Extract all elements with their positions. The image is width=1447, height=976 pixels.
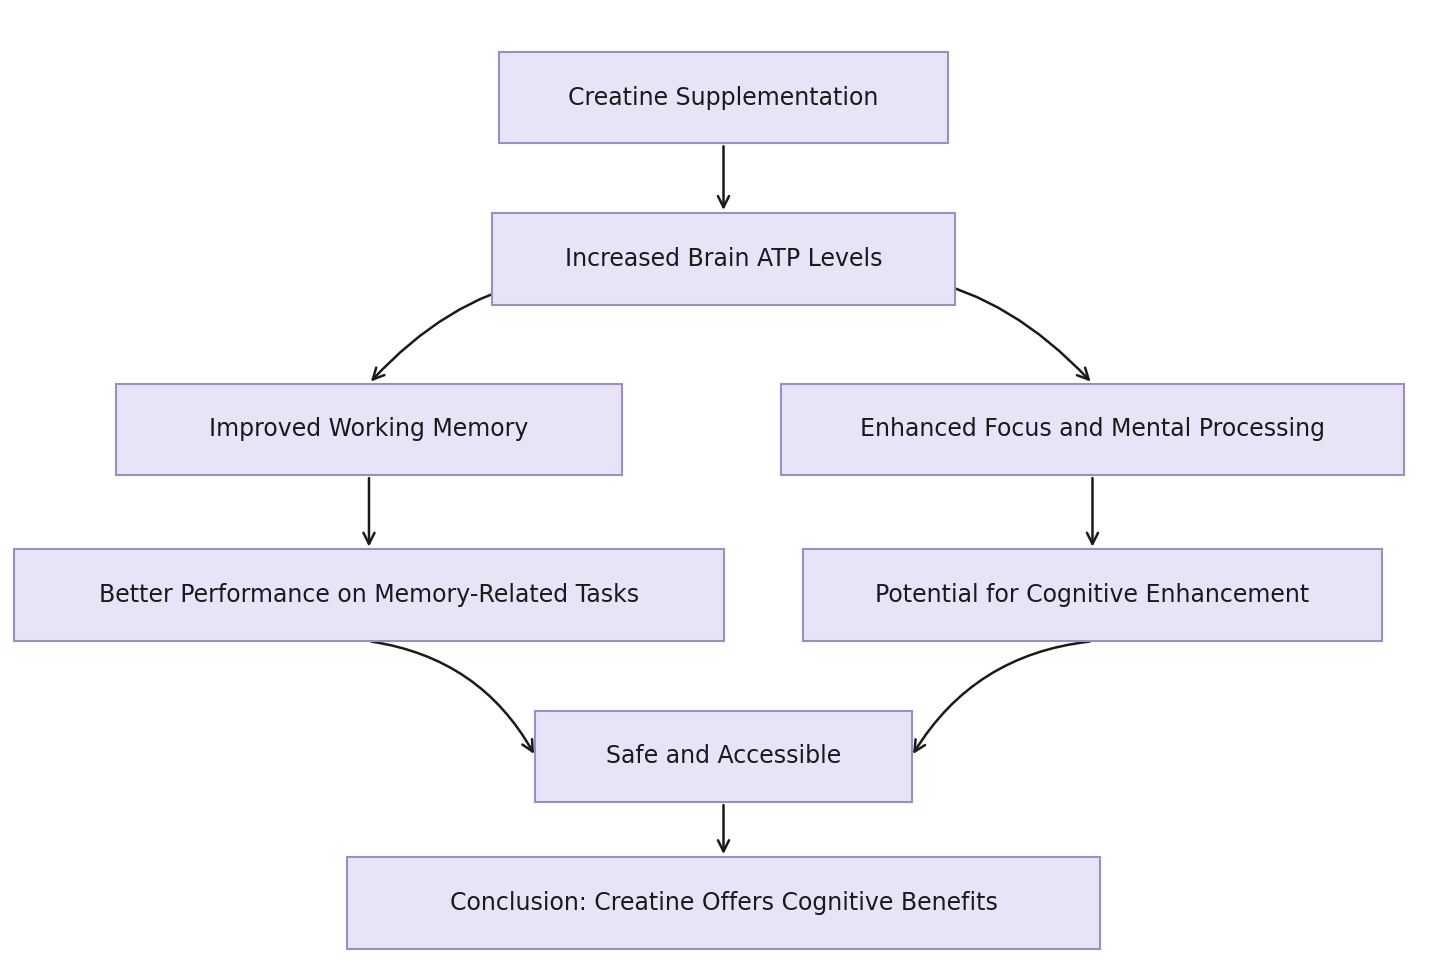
FancyBboxPatch shape	[14, 549, 724, 641]
Text: Conclusion: Creatine Offers Cognitive Benefits: Conclusion: Creatine Offers Cognitive Be…	[450, 891, 997, 915]
FancyBboxPatch shape	[781, 384, 1404, 475]
FancyBboxPatch shape	[499, 52, 948, 143]
Text: Creatine Supplementation: Creatine Supplementation	[569, 86, 878, 109]
Text: Better Performance on Memory-Related Tasks: Better Performance on Memory-Related Tas…	[98, 584, 640, 607]
Text: Improved Working Memory: Improved Working Memory	[210, 418, 528, 441]
Text: Safe and Accessible: Safe and Accessible	[606, 745, 841, 768]
FancyBboxPatch shape	[492, 213, 955, 305]
Text: Increased Brain ATP Levels: Increased Brain ATP Levels	[564, 247, 883, 270]
FancyBboxPatch shape	[535, 711, 912, 802]
Text: Potential for Cognitive Enhancement: Potential for Cognitive Enhancement	[875, 584, 1310, 607]
FancyBboxPatch shape	[803, 549, 1382, 641]
Text: Enhanced Focus and Mental Processing: Enhanced Focus and Mental Processing	[860, 418, 1325, 441]
FancyBboxPatch shape	[116, 384, 622, 475]
FancyBboxPatch shape	[347, 857, 1100, 949]
